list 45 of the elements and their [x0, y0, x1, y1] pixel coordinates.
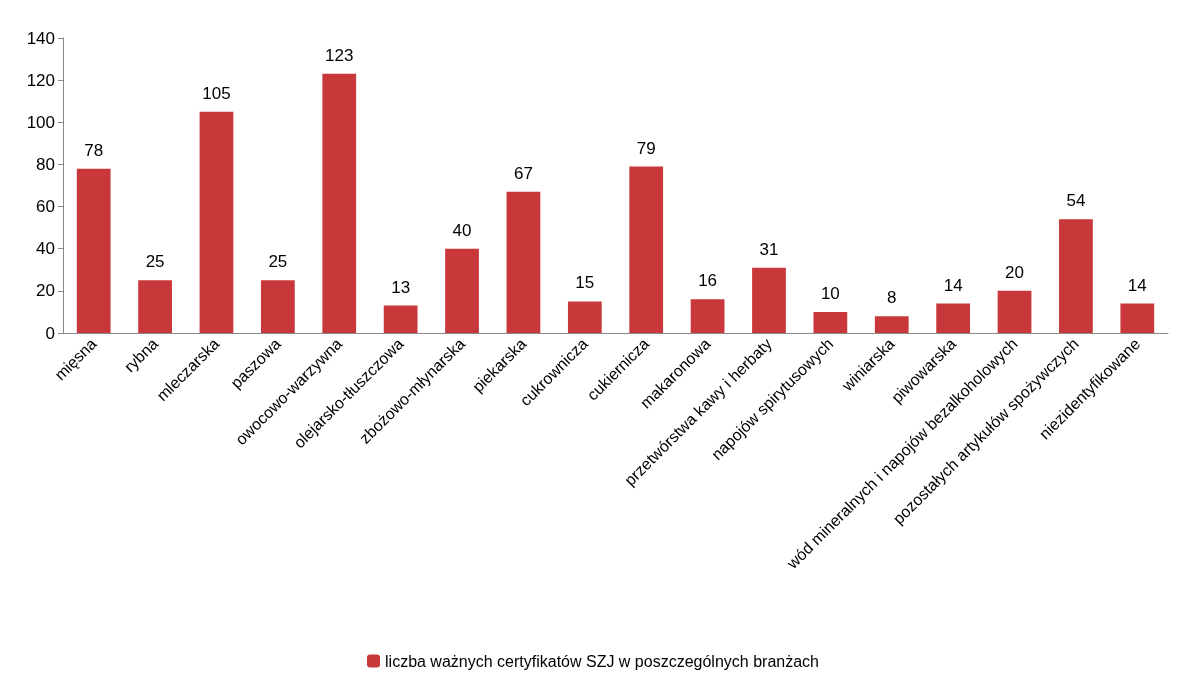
data-label: 14 — [1127, 275, 1147, 295]
legend-label: liczba ważnych certyfikatów SZJ w poszczególnych branżach — [385, 652, 819, 670]
data-label: 25 — [268, 252, 288, 272]
bar — [690, 299, 725, 333]
y-tick-label: 40 — [36, 239, 55, 259]
bar — [322, 73, 357, 333]
y-tick-label: 100 — [26, 112, 55, 132]
bar — [874, 316, 909, 333]
bar — [567, 301, 602, 333]
data-label: 25 — [145, 252, 165, 272]
bar — [1059, 219, 1093, 333]
data-label: 54 — [1066, 191, 1086, 211]
bar — [936, 303, 971, 333]
bar — [199, 111, 234, 333]
y-tick-label: 0 — [45, 323, 55, 343]
data-label: 14 — [943, 275, 963, 295]
data-label: 13 — [391, 277, 411, 297]
data-label: 40 — [452, 220, 472, 240]
bar — [383, 305, 418, 333]
bar — [1120, 303, 1155, 333]
bar — [629, 166, 664, 333]
data-label: 31 — [759, 239, 779, 259]
bar — [997, 290, 1032, 333]
bar — [138, 280, 172, 333]
data-label: 123 — [325, 45, 354, 65]
bar — [752, 267, 786, 333]
y-tick-label: 140 — [26, 28, 55, 48]
data-label: 16 — [698, 271, 718, 291]
y-tick-label: 120 — [26, 70, 55, 90]
bar — [76, 168, 111, 333]
bar — [260, 280, 295, 333]
data-label: 79 — [636, 138, 656, 158]
data-label: 15 — [575, 273, 595, 293]
data-label: 20 — [1005, 262, 1024, 282]
y-tick-label: 20 — [36, 281, 55, 301]
data-label: 67 — [513, 163, 533, 183]
y-tick-label: 60 — [36, 197, 55, 217]
data-label: 78 — [84, 140, 104, 160]
y-tick-label: 80 — [36, 154, 55, 174]
data-label: 10 — [820, 283, 840, 303]
data-label: 105 — [202, 83, 231, 103]
data-label: 8 — [887, 288, 897, 308]
bar — [506, 191, 541, 333]
bar — [813, 311, 848, 333]
bar — [445, 248, 479, 333]
